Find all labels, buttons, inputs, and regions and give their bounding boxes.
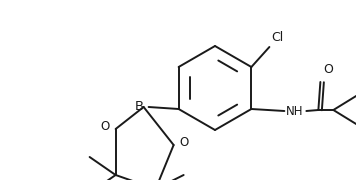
Text: B: B [135,100,144,112]
Text: O: O [100,120,110,132]
Text: O: O [323,63,333,76]
Text: O: O [180,136,189,148]
Text: NH: NH [286,105,304,118]
Text: Cl: Cl [271,31,284,44]
